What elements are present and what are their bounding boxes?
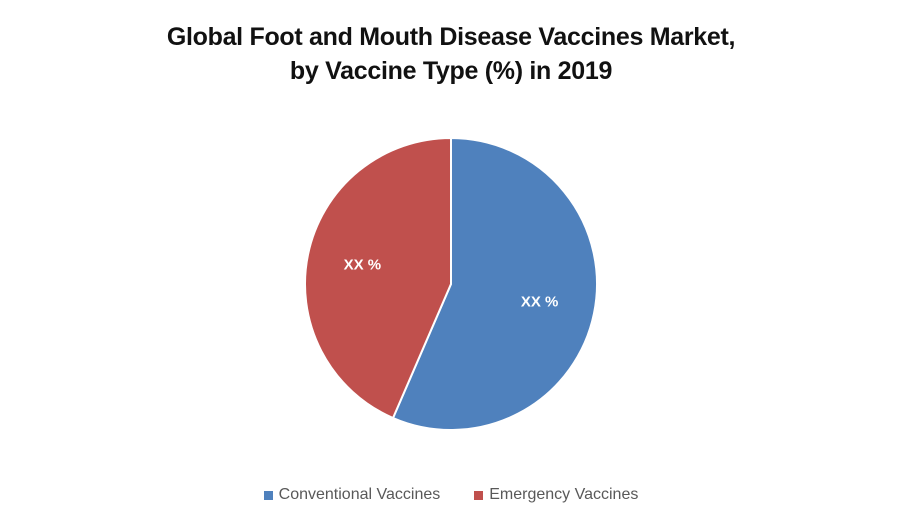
pie-slices xyxy=(304,136,598,431)
pie-slice-emergency-vaccines xyxy=(304,136,452,420)
legend-item-emergency-vaccines: Emergency Vaccines xyxy=(474,486,638,504)
data-label-conventional-vaccines: XX % xyxy=(521,293,559,310)
legend-label: Conventional Vaccines xyxy=(278,486,441,503)
pie-slice-labels: XX % XX % xyxy=(344,257,559,311)
pie-slice-conventional-vaccines xyxy=(391,136,598,431)
chart-title-line-2: by Vaccine Type (%) in 2019 xyxy=(289,57,613,85)
legend-swatch xyxy=(474,490,484,500)
legend-item-conventional-vaccines: Conventional Vaccines xyxy=(263,486,441,504)
data-label-emergency-vaccines: XX % xyxy=(344,257,382,274)
legend-label: Emergency Vaccines xyxy=(489,486,639,503)
legend-swatch xyxy=(263,490,273,500)
chart-title-line-1: Global Foot and Mouth Disease Vaccines M… xyxy=(166,23,736,51)
chart-title: Global Foot and Mouth Disease Vaccines M… xyxy=(0,20,902,88)
chart-legend: Conventional Vaccines Emergency Vaccines xyxy=(0,486,902,504)
